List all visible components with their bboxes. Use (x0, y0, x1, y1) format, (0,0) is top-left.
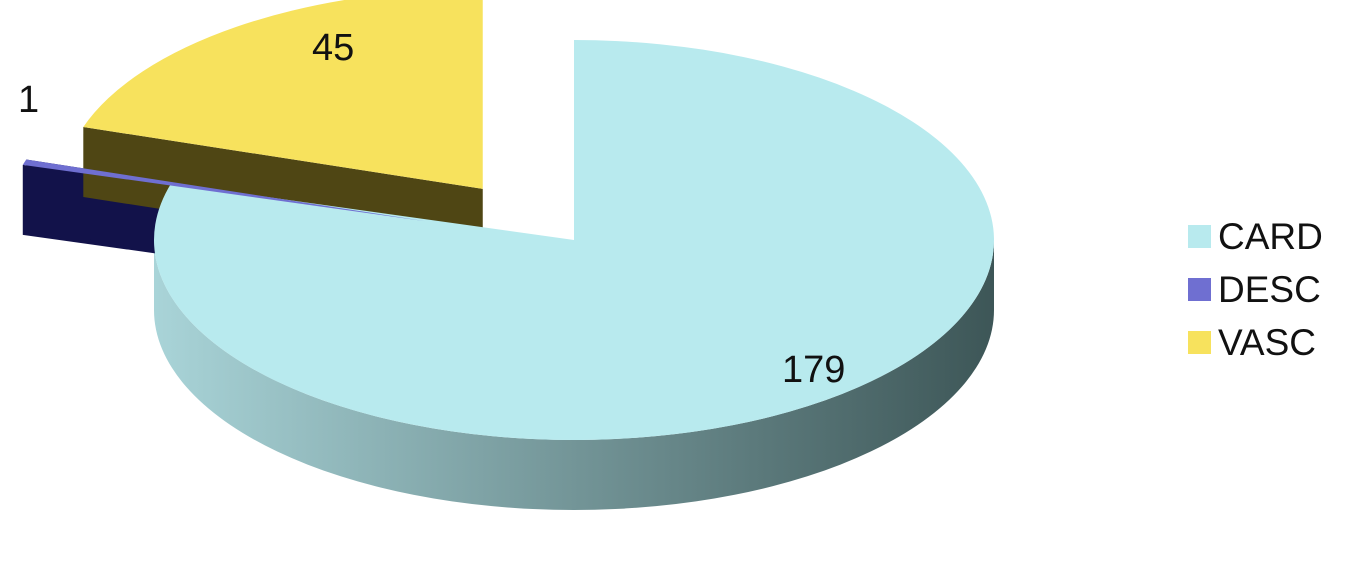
slice-side-card (154, 240, 994, 510)
legend-swatch-vasc (1188, 330, 1211, 354)
legend-item-desc: DESC (1188, 267, 1358, 311)
legend-swatch-desc (1188, 277, 1211, 301)
slice-card (154, 40, 994, 440)
legend-label-card: CARD (1218, 215, 1323, 257)
data-label-vasc: 45 (312, 27, 354, 69)
data-label-card: 179 (782, 349, 845, 391)
legend-swatch-card (1188, 224, 1211, 248)
legend-label-desc: DESC (1218, 268, 1321, 310)
legend: CARD DESC VASC (1188, 214, 1358, 364)
slice-desc (22, 159, 426, 222)
slice-vasc (83, 0, 483, 189)
data-label-desc: 1 (18, 79, 39, 121)
legend-label-vasc: VASC (1218, 321, 1317, 363)
slice-side-wall-card (154, 240, 994, 510)
legend-item-card: CARD (1188, 214, 1358, 258)
legend-item-vasc: VASC (1188, 320, 1358, 364)
